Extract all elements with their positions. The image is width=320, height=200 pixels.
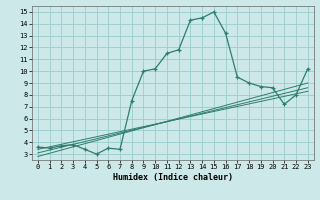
X-axis label: Humidex (Indice chaleur): Humidex (Indice chaleur) [113, 173, 233, 182]
